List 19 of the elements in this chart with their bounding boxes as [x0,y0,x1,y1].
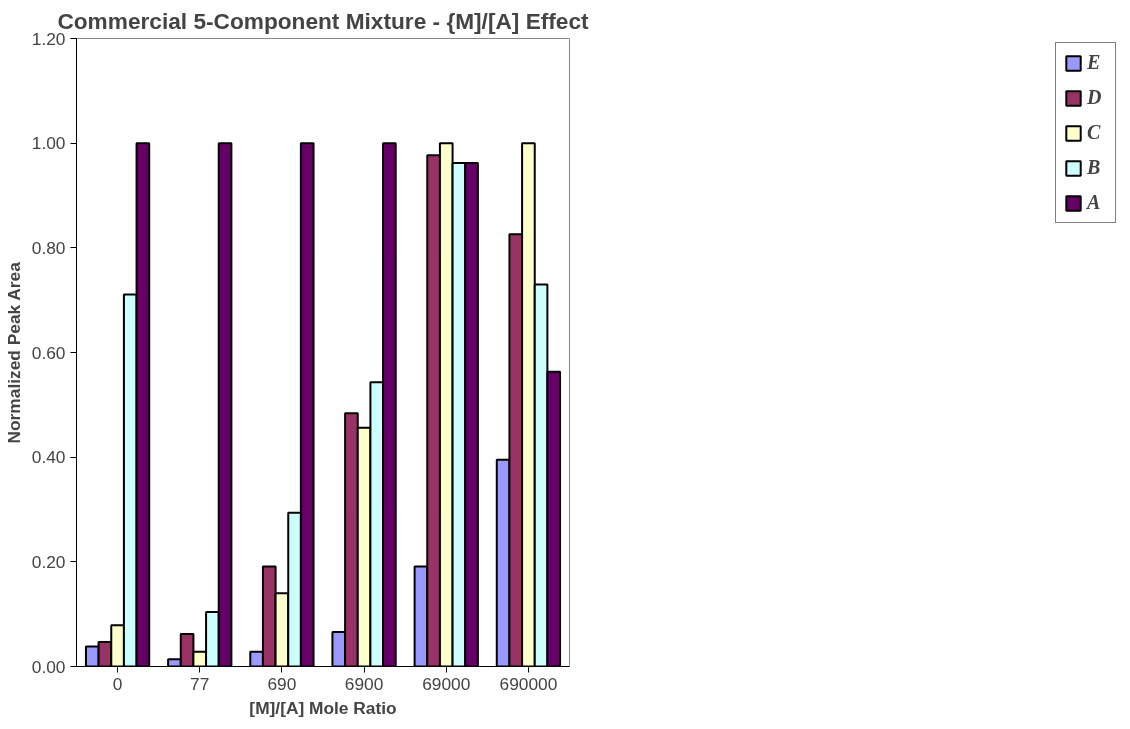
x-axis-title: [M]/[A] Mole Ratio [249,697,397,718]
legend-label: B [1087,156,1102,179]
x-tick-label: 6900 [344,673,384,694]
y-axis-title: Normalized Peak Area [3,261,24,444]
x-tick-label: 77 [190,673,210,694]
y-tick-label: 0.60 [31,342,66,363]
x-tick-label: 690 [267,673,297,694]
y-tick-label: 0.40 [31,447,66,468]
x-tick-label: 0 [112,673,123,694]
y-tick-label: 1.00 [31,133,66,154]
legend-label: E [1087,51,1102,74]
y-tick-label: 0.80 [31,237,66,258]
y-tick-label: 0.20 [31,551,66,572]
legend-label: C [1087,121,1102,144]
x-tick-label: 690000 [499,673,558,694]
x-tick-label: 69000 [422,673,471,694]
legend-label: D [1087,86,1103,109]
y-tick-label: 0.00 [31,656,66,677]
legend-label: A [1087,191,1102,214]
